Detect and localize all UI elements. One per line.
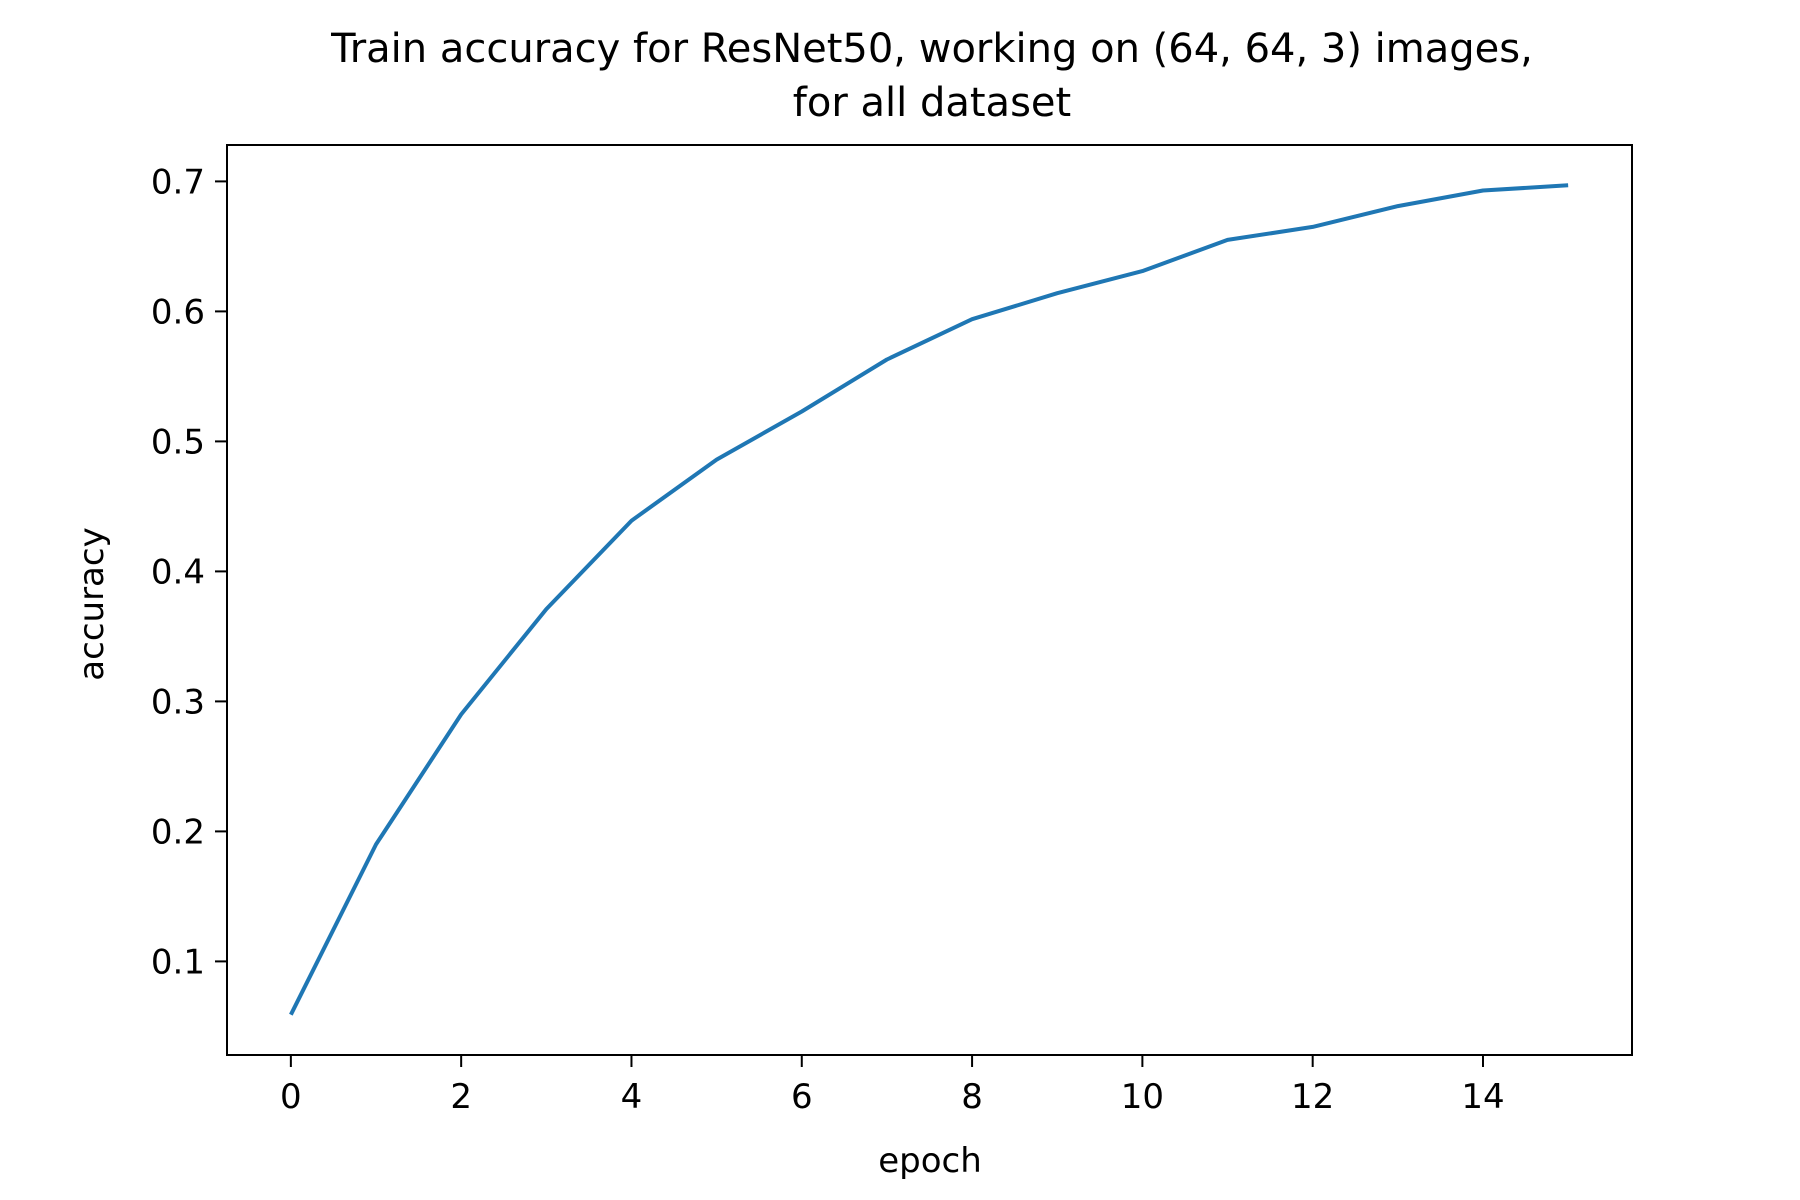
y-axis-ticks: 0.1 0.2 0.3 0.4 0.5 0.6 0.7	[151, 162, 227, 982]
y-tick-label: 0.1	[151, 942, 205, 982]
x-tick-label: 14	[1461, 1077, 1504, 1117]
x-tick-label: 4	[621, 1077, 643, 1117]
chart-title-line-1: Train accuracy for ResNet50, working on …	[330, 26, 1533, 72]
x-tick-label: 2	[450, 1077, 472, 1117]
series-line	[289, 183, 1569, 1016]
x-tick-label: 10	[1121, 1077, 1164, 1117]
y-tick-label: 0.4	[151, 552, 205, 592]
y-tick-label: 0.7	[151, 162, 205, 202]
y-axis-label: accuracy	[72, 527, 112, 680]
y-tick-label: 0.5	[151, 422, 205, 462]
x-tick-label: 12	[1291, 1077, 1334, 1117]
chart-title-line-2: for all dataset	[793, 80, 1071, 126]
x-tick-label: 8	[961, 1077, 983, 1117]
x-tick-label: 6	[791, 1077, 813, 1117]
axes-frame	[226, 144, 1633, 1056]
x-axis-label: epoch	[878, 1141, 982, 1181]
series-layer	[289, 183, 1569, 1016]
y-tick-label: 0.3	[151, 682, 205, 722]
y-tick-label: 0.2	[151, 812, 205, 852]
x-axis-ticks: 0 2 4 6 8 10 12 14	[280, 1055, 1505, 1117]
y-tick-label: 0.6	[151, 292, 205, 332]
x-tick-label: 0	[280, 1077, 302, 1117]
